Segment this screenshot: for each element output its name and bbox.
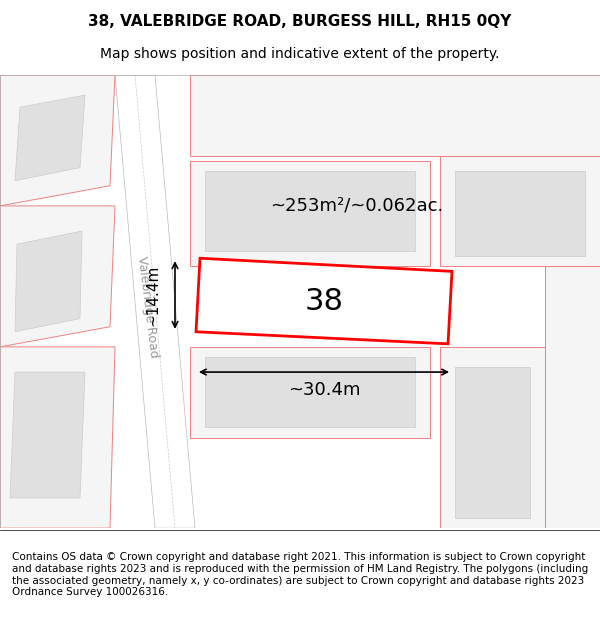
Text: 38, VALEBRIDGE ROAD, BURGESS HILL, RH15 0QY: 38, VALEBRIDGE ROAD, BURGESS HILL, RH15 …: [88, 14, 512, 29]
Text: Valebridge Road: Valebridge Road: [136, 255, 161, 358]
Polygon shape: [15, 231, 82, 332]
Polygon shape: [190, 347, 430, 438]
Polygon shape: [455, 171, 585, 256]
Polygon shape: [15, 95, 85, 181]
Text: ~14.4m: ~14.4m: [146, 264, 161, 326]
Polygon shape: [455, 367, 530, 518]
Polygon shape: [440, 347, 545, 528]
Polygon shape: [190, 75, 600, 156]
Polygon shape: [545, 266, 600, 528]
Text: Map shows position and indicative extent of the property.: Map shows position and indicative extent…: [100, 47, 500, 61]
Polygon shape: [205, 171, 415, 251]
Polygon shape: [0, 206, 115, 347]
Polygon shape: [190, 161, 430, 266]
Polygon shape: [205, 357, 415, 428]
Text: ~30.4m: ~30.4m: [288, 381, 360, 399]
Polygon shape: [115, 75, 195, 528]
Polygon shape: [440, 156, 600, 266]
Polygon shape: [0, 347, 115, 528]
Text: Contains OS data © Crown copyright and database right 2021. This information is : Contains OS data © Crown copyright and d…: [12, 552, 588, 597]
Text: 38: 38: [305, 287, 343, 316]
Text: ~253m²/~0.062ac.: ~253m²/~0.062ac.: [270, 197, 443, 215]
Polygon shape: [0, 75, 115, 206]
Polygon shape: [10, 372, 85, 498]
Polygon shape: [196, 258, 452, 344]
